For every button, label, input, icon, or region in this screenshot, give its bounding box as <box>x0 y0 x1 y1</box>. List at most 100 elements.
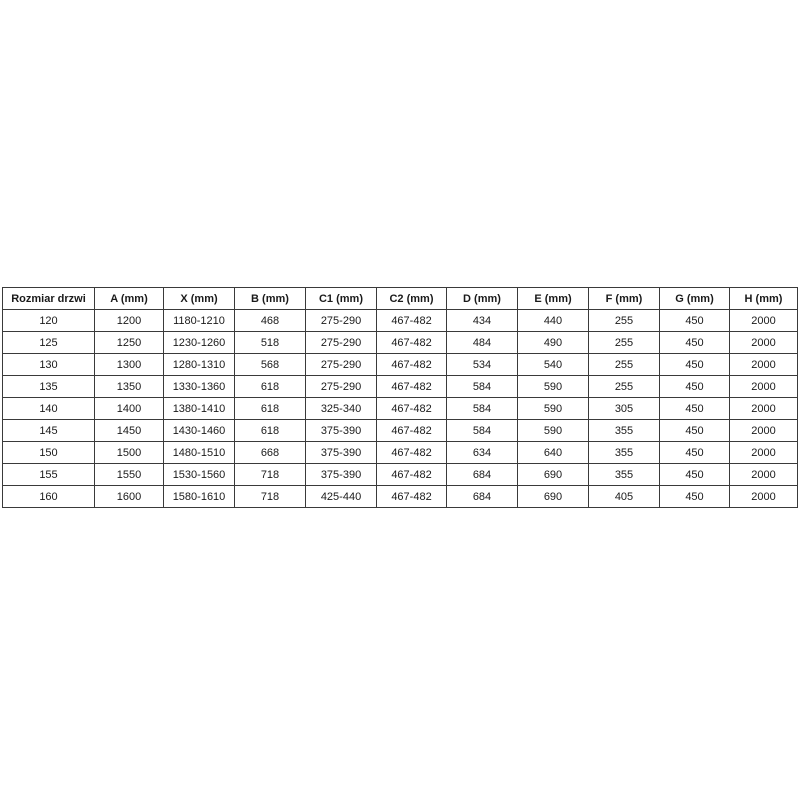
table-cell: 467-482 <box>376 353 447 376</box>
table-cell: 2000 <box>729 331 798 354</box>
table-cell: 2000 <box>729 397 798 420</box>
table-cell: 305 <box>588 397 660 420</box>
table-cell: 375-390 <box>305 441 377 464</box>
table-cell: 568 <box>234 353 306 376</box>
table-cell: 130 <box>2 353 95 376</box>
table-cell: 718 <box>234 463 306 486</box>
table-cell: 450 <box>659 331 730 354</box>
table-cell: 1550 <box>94 463 164 486</box>
column-header: E (mm) <box>517 287 589 310</box>
table-cell: 467-482 <box>376 463 447 486</box>
table-cell: 275-290 <box>305 309 377 332</box>
table-cell: 1300 <box>94 353 164 376</box>
table-cell: 590 <box>517 419 589 442</box>
table-cell: 325-340 <box>305 397 377 420</box>
table-cell: 1580-1610 <box>163 485 235 508</box>
table-cell: 255 <box>588 375 660 398</box>
table-cell: 2000 <box>729 485 798 508</box>
table-cell: 2000 <box>729 463 798 486</box>
table-cell: 450 <box>659 419 730 442</box>
table-cell: 355 <box>588 463 660 486</box>
table-cell: 405 <box>588 485 660 508</box>
table-row: 120 1200 1180-1210 468 275-290 467-482 434 440 2… <box>2 309 798 332</box>
table-cell: 1400 <box>94 397 164 420</box>
table-cell: 2000 <box>729 309 798 332</box>
table-cell: 2000 <box>729 441 798 464</box>
table-cell: 440 <box>517 309 589 332</box>
table-cell: 690 <box>517 485 589 508</box>
table-cell: 125 <box>2 331 95 354</box>
table-cell: 1430-1460 <box>163 419 235 442</box>
table-cell: 1280-1310 <box>163 353 235 376</box>
table-cell: 155 <box>2 463 95 486</box>
table-cell: 450 <box>659 397 730 420</box>
table-row: 130 1300 1280-1310 568 275-290 467-482 534 540 2… <box>2 353 798 376</box>
table-cell: 1480-1510 <box>163 441 235 464</box>
table-cell: 434 <box>446 309 518 332</box>
table-cell: 450 <box>659 375 730 398</box>
table-cell: 2000 <box>729 419 798 442</box>
table-cell: 1230-1260 <box>163 331 235 354</box>
table-row: 125 1250 1230-1260 518 275-290 467-482 484 490 2… <box>2 331 798 354</box>
table-cell: 255 <box>588 309 660 332</box>
table-cell: 255 <box>588 353 660 376</box>
table-cell: 668 <box>234 441 306 464</box>
column-header: B (mm) <box>234 287 306 310</box>
table-cell: 275-290 <box>305 375 377 398</box>
table-cell: 120 <box>2 309 95 332</box>
column-header: X (mm) <box>163 287 235 310</box>
table-row: 150 1500 1480-1510 668 375-390 467-482 634 640 3… <box>2 441 798 464</box>
table-cell: 468 <box>234 309 306 332</box>
table-cell: 467-482 <box>376 397 447 420</box>
table-cell: 634 <box>446 441 518 464</box>
table-header-row: Rozmiar drzwi A (mm) X (mm) B (mm) C1 (mm) C2… <box>2 287 798 310</box>
table-cell: 2000 <box>729 375 798 398</box>
table-row: 140 1400 1380-1410 618 325-340 467-482 584 590 3… <box>2 397 798 420</box>
column-header: C1 (mm) <box>305 287 377 310</box>
table-cell: 145 <box>2 419 95 442</box>
table-cell: 255 <box>588 331 660 354</box>
table-cell: 640 <box>517 441 589 464</box>
table-cell: 375-390 <box>305 419 377 442</box>
table-cell: 718 <box>234 485 306 508</box>
table-cell: 540 <box>517 353 589 376</box>
table-cell: 375-390 <box>305 463 377 486</box>
table-cell: 518 <box>234 331 306 354</box>
table-row: 160 1600 1580-1610 718 425-440 467-482 684 690 4… <box>2 485 798 508</box>
table-cell: 1200 <box>94 309 164 332</box>
table-cell: 618 <box>234 375 306 398</box>
table-cell: 467-482 <box>376 375 447 398</box>
table-cell: 590 <box>517 397 589 420</box>
table-cell: 467-482 <box>376 331 447 354</box>
table-cell: 150 <box>2 441 95 464</box>
table-cell: 534 <box>446 353 518 376</box>
table-cell: 467-482 <box>376 309 447 332</box>
table-cell: 2000 <box>729 353 798 376</box>
table-cell: 684 <box>446 485 518 508</box>
table-cell: 684 <box>446 463 518 486</box>
table-cell: 1350 <box>94 375 164 398</box>
table-cell: 1250 <box>94 331 164 354</box>
table-cell: 160 <box>2 485 95 508</box>
table-cell: 275-290 <box>305 353 377 376</box>
table-cell: 1600 <box>94 485 164 508</box>
table-cell: 490 <box>517 331 589 354</box>
column-header: Rozmiar drzwi <box>2 287 95 310</box>
table-cell: 275-290 <box>305 331 377 354</box>
table-cell: 584 <box>446 419 518 442</box>
column-header: A (mm) <box>94 287 164 310</box>
table-cell: 450 <box>659 441 730 464</box>
table-body: 120 1200 1180-1210 468 275-290 467-482 434 440 2… <box>2 309 798 508</box>
table-cell: 450 <box>659 309 730 332</box>
table-cell: 1450 <box>94 419 164 442</box>
table-cell: 484 <box>446 331 518 354</box>
table-cell: 584 <box>446 375 518 398</box>
column-header: G (mm) <box>659 287 730 310</box>
table-row: 135 1350 1330-1360 618 275-290 467-482 584 590 2… <box>2 375 798 398</box>
table-cell: 140 <box>2 397 95 420</box>
table-cell: 467-482 <box>376 485 447 508</box>
table-cell: 425-440 <box>305 485 377 508</box>
table-cell: 1380-1410 <box>163 397 235 420</box>
table-cell: 450 <box>659 353 730 376</box>
